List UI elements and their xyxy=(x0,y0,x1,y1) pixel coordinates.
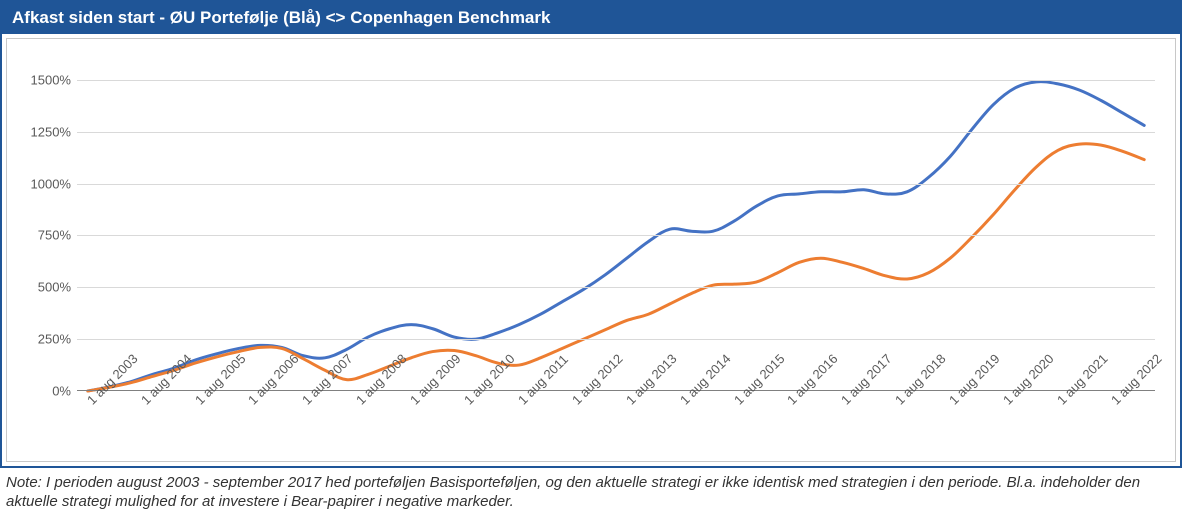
y-tick-label: 1000% xyxy=(31,176,71,191)
y-tick-label: 750% xyxy=(38,228,71,243)
gridline xyxy=(77,132,1155,133)
gridline xyxy=(77,287,1155,288)
y-tick-label: 1500% xyxy=(31,72,71,87)
chart-lines xyxy=(77,59,1155,391)
chart-note: Note: I perioden august 2003 - september… xyxy=(0,468,1182,512)
gridline xyxy=(77,339,1155,340)
plot-area: 0%250%500%750%1000%1250%1500%1 aug 20031… xyxy=(77,59,1155,391)
y-tick-label: 250% xyxy=(38,332,71,347)
gridline xyxy=(77,184,1155,185)
y-tick-label: 0% xyxy=(52,384,71,399)
gridline xyxy=(77,235,1155,236)
chart-inner: 0%250%500%750%1000%1250%1500%1 aug 20031… xyxy=(6,38,1176,462)
x-axis xyxy=(77,390,1155,391)
y-tick-label: 500% xyxy=(38,280,71,295)
y-tick-label: 1250% xyxy=(31,124,71,139)
gridline xyxy=(77,80,1155,81)
chart-container: Afkast siden start - ØU Portefølje (Blå)… xyxy=(0,0,1182,468)
chart-title: Afkast siden start - ØU Portefølje (Blå)… xyxy=(2,2,1180,34)
